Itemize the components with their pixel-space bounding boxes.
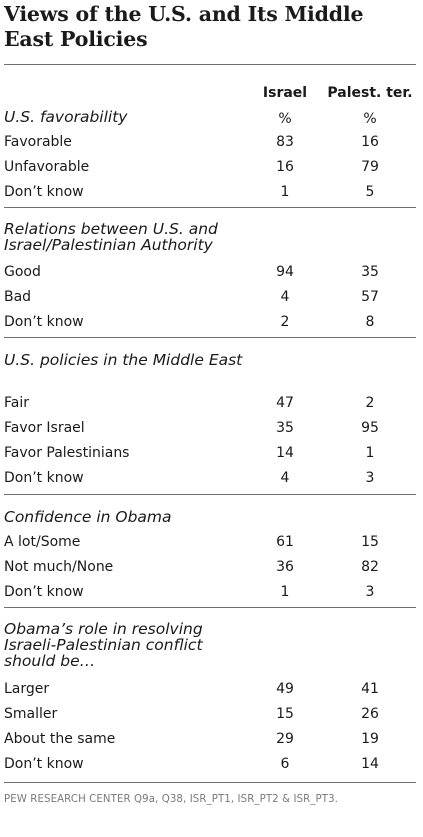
column-header-israel: Israel (262, 85, 308, 101)
table-row: Don’t know 1 5 (0, 182, 423, 202)
row-label: Fair (4, 395, 29, 411)
row-label: Don’t know (4, 314, 84, 330)
page-title: Views of the U.S. and Its Middle East Po… (4, 2, 364, 51)
israel-value: 16 (276, 159, 294, 175)
table-row: Smaller 15 26 (0, 704, 423, 724)
table-row: Don’t know 2 8 (0, 312, 423, 332)
column-unit-israel: % (278, 111, 292, 127)
section-heading-confidence-in-obama: Confidence in Obama (4, 508, 172, 526)
section-divider (4, 207, 416, 208)
row-label: Don’t know (4, 756, 84, 772)
table-row: Good 94 35 (0, 262, 423, 282)
row-label: Smaller (4, 706, 58, 722)
israel-value: 29 (276, 731, 294, 747)
palestinian-value: 41 (361, 681, 379, 697)
table-row: Not much/None 36 82 (0, 557, 423, 577)
palestinian-value: 95 (361, 420, 379, 436)
palestinian-value: 2 (365, 395, 375, 411)
palestinian-value: 82 (361, 559, 379, 575)
palestinian-value: 5 (365, 184, 375, 200)
section-divider (4, 337, 416, 338)
israel-value: 15 (276, 706, 294, 722)
table-row: Don’t know 6 14 (0, 754, 423, 774)
section-divider (4, 607, 416, 608)
palestinian-value: 16 (361, 134, 379, 150)
row-label: Favor Palestinians (4, 445, 130, 461)
israel-value: 49 (276, 681, 294, 697)
column-header-palestinian-territories: Palest. ter. (327, 85, 413, 101)
row-label: Favorable (4, 134, 72, 150)
table-row: Fair 47 2 (0, 393, 423, 413)
israel-value: 47 (276, 395, 294, 411)
section-heading-us-favorability: U.S. favorability (4, 108, 128, 126)
row-label: Favor Israel (4, 420, 85, 436)
bottom-divider (4, 782, 416, 783)
palestinian-value: 3 (365, 470, 375, 486)
section-divider (4, 494, 416, 495)
source-note: PEW RESEARCH CENTER Q9a, Q38, ISR_PT1, I… (4, 794, 338, 805)
row-label: Don’t know (4, 184, 84, 200)
palestinian-value: 1 (365, 445, 375, 461)
row-label: Don’t know (4, 584, 84, 600)
table-row: Don’t know 1 3 (0, 582, 423, 602)
palestinian-value: 19 (361, 731, 379, 747)
israel-value: 36 (276, 559, 294, 575)
israel-value: 83 (276, 134, 294, 150)
row-label: Don’t know (4, 470, 84, 486)
israel-value: 14 (276, 445, 294, 461)
row-label: Good (4, 264, 41, 280)
section-heading-obamas-role: Obama’s role in resolving Israeli-Palest… (4, 620, 203, 670)
table-row: Larger 49 41 (0, 679, 423, 699)
row-label: About the same (4, 731, 116, 747)
palestinian-value: 8 (365, 314, 375, 330)
palestinian-value: 35 (361, 264, 379, 280)
table-row: Favor Israel 35 95 (0, 418, 423, 438)
israel-value: 94 (276, 264, 294, 280)
table-row: Favorable 83 16 (0, 132, 423, 152)
israel-value: 4 (280, 289, 290, 305)
israel-value: 2 (280, 314, 290, 330)
column-unit-palestinian-territories: % (363, 111, 377, 127)
table-row: A lot/Some 61 15 (0, 532, 423, 552)
row-label: Unfavorable (4, 159, 90, 175)
palestinian-value: 14 (361, 756, 379, 772)
israel-value: 1 (280, 184, 290, 200)
palestinian-value: 57 (361, 289, 379, 305)
israel-value: 1 (280, 584, 290, 600)
israel-value: 61 (276, 534, 294, 550)
row-label: Not much/None (4, 559, 114, 575)
table-row: Favor Palestinians 14 1 (0, 443, 423, 463)
israel-value: 4 (280, 470, 290, 486)
palestinian-value: 3 (365, 584, 375, 600)
row-label: A lot/Some (4, 534, 81, 550)
israel-value: 35 (276, 420, 294, 436)
palestinian-value: 79 (361, 159, 379, 175)
table-row: Bad 4 57 (0, 287, 423, 307)
row-label: Larger (4, 681, 50, 697)
section-heading-us-policies: U.S. policies in the Middle East (4, 351, 243, 369)
israel-value: 6 (280, 756, 290, 772)
table-row: Unfavorable 16 79 (0, 157, 423, 177)
top-divider (4, 64, 416, 65)
section-heading-relations: Relations between U.S. and Israel/Palest… (4, 220, 218, 254)
palestinian-value: 26 (361, 706, 379, 722)
table-row: Don’t know 4 3 (0, 468, 423, 488)
row-label: Bad (4, 289, 32, 305)
table-row: About the same 29 19 (0, 729, 423, 749)
palestinian-value: 15 (361, 534, 379, 550)
